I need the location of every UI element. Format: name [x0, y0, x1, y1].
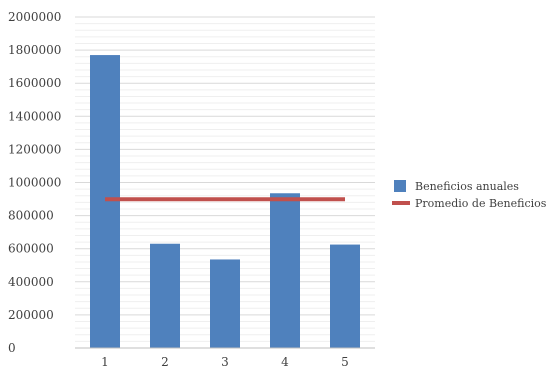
y-tick-label: 800000: [8, 209, 54, 223]
x-tick-label: 1: [101, 355, 109, 369]
bars: [90, 55, 360, 348]
x-tick-label: 4: [281, 355, 289, 369]
x-tick-label: 5: [341, 355, 349, 369]
x-tick-label: 2: [161, 355, 169, 369]
y-axis-ticks: 0 200000 400000 600000 800000 1000000 1200000 1…: [8, 10, 61, 355]
y-tick-label: 400000: [8, 275, 54, 289]
y-tick-label: 1600000: [8, 76, 61, 90]
legend-swatch-bar: [394, 180, 406, 192]
y-tick-label: 1200000: [8, 142, 61, 156]
y-tick-label: 1400000: [8, 109, 61, 123]
bar-3: [210, 259, 240, 348]
y-tick-label: 200000: [8, 308, 54, 322]
y-tick-label: 1000000: [8, 176, 61, 190]
legend: Beneficios anuales Promedio de Beneficio…: [392, 180, 546, 210]
y-tick-label: 2000000: [8, 10, 61, 24]
x-axis-ticks: 1 2 3 4 5: [101, 355, 349, 369]
y-tick-label: 0: [8, 341, 16, 355]
y-tick-label: 600000: [8, 242, 54, 256]
legend-label-bar: Beneficios anuales: [415, 180, 519, 193]
legend-label-line: Promedio de Beneficios: [415, 197, 546, 210]
bar-1: [90, 55, 120, 348]
bar-5: [330, 244, 360, 348]
bar-4: [270, 193, 300, 348]
y-tick-label: 1800000: [8, 43, 61, 57]
x-tick-label: 3: [221, 355, 229, 369]
bar-2: [150, 243, 180, 348]
